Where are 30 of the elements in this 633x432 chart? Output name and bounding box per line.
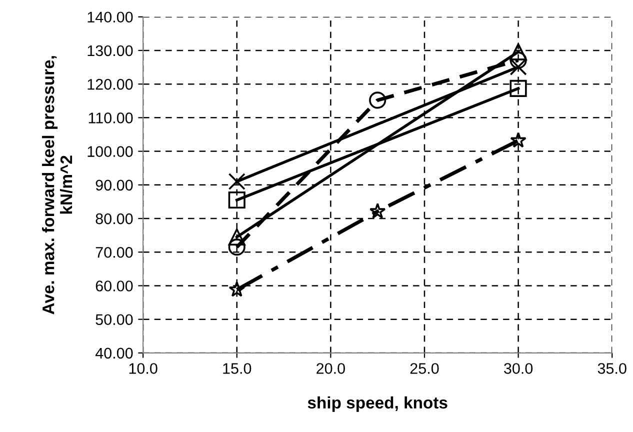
point xyxy=(510,132,526,148)
point xyxy=(510,58,527,76)
point xyxy=(510,80,527,97)
point xyxy=(228,191,246,209)
point xyxy=(228,281,246,297)
point xyxy=(510,43,527,60)
y-tick-label: 130.00 xyxy=(88,45,133,56)
y-tick-label: 60.00 xyxy=(96,280,133,292)
x-tick-label: 10.0 xyxy=(129,363,158,374)
point xyxy=(369,92,386,109)
y-axis-title: Ave. max. forward keel pressure, kN/m^2 xyxy=(42,56,72,314)
y-tick-label: 110.00 xyxy=(88,112,133,124)
y-tick-label: 90.00 xyxy=(96,180,133,191)
point xyxy=(369,202,386,219)
x-tick-label: 15.0 xyxy=(223,363,252,374)
y-tick-label: 120.00 xyxy=(88,78,133,90)
y-tick-label: 80.00 xyxy=(96,213,133,224)
y-tick-label: 140.00 xyxy=(88,12,133,23)
x-tick-label: 25.0 xyxy=(410,363,439,374)
y-tick-label: 100.00 xyxy=(88,146,133,157)
x-tick-label: 20.0 xyxy=(316,363,345,374)
y-tick-label: 70.00 xyxy=(96,246,133,258)
y-tick-label: 40.00 xyxy=(95,348,133,359)
point xyxy=(228,172,246,190)
x-tick-label: 35.0 xyxy=(598,363,626,374)
x-tick-label: 30.0 xyxy=(504,363,533,374)
point xyxy=(228,228,246,246)
y-tick-label: 50.00 xyxy=(96,314,133,326)
point xyxy=(228,238,246,256)
x-axis-title: ship speed, knots xyxy=(308,396,448,412)
